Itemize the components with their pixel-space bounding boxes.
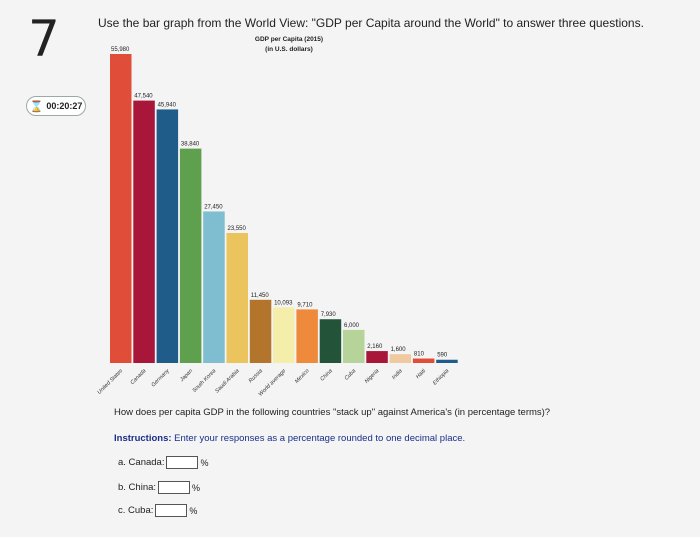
percent-unit: %: [192, 482, 201, 493]
instructions-text: Enter your responses as a percentage rou…: [174, 433, 466, 444]
question-number: 7: [28, 10, 60, 68]
category-label: China: [319, 368, 333, 382]
sub-question: How does per capita GDP in the following…: [114, 407, 551, 418]
category-label: Ethiopia: [432, 368, 450, 386]
instructions: Instructions: Enter your responses as a …: [114, 433, 465, 444]
bar-united-states: [110, 54, 132, 363]
hourglass-icon: ⌛: [29, 100, 44, 113]
timer-value: 00:20:27: [46, 101, 83, 111]
bar-canada: [133, 100, 155, 364]
value-label: 1,600: [391, 347, 407, 353]
chart-title: GDP per Capita (2015): [255, 36, 323, 43]
chart-subtitle: (in U.S. dollars): [265, 46, 313, 53]
value-label: 590: [437, 353, 448, 359]
bar-saudi-arabia: [226, 233, 248, 363]
answer-label: c. Cuba:: [118, 505, 154, 516]
value-label: 9,710: [297, 302, 313, 308]
value-label: 47,540: [134, 94, 153, 100]
category-label: Germany: [151, 367, 172, 388]
value-label: 23,550: [228, 226, 247, 232]
percent-unit: %: [189, 505, 198, 516]
question-text: Use the bar graph from the World View: "…: [98, 16, 644, 30]
timer: ⌛ 00:20:27: [26, 96, 86, 116]
bar-india: [389, 354, 412, 363]
china-input[interactable]: [158, 481, 191, 494]
bar-germany: [156, 109, 179, 364]
bar-ethiopia: [436, 359, 458, 363]
category-label: Haiti: [415, 368, 428, 381]
category-label: United States: [97, 368, 125, 396]
bar-china: [319, 319, 342, 363]
value-label: 6,000: [344, 323, 360, 329]
bar-haiti: [412, 358, 435, 363]
percent-unit: %: [200, 457, 209, 468]
value-label: 810: [414, 352, 425, 358]
answer-label: a. Canada:: [118, 457, 165, 468]
bar-nigeria: [366, 351, 388, 363]
bar-south-korea: [203, 211, 225, 363]
bar-world-average: [273, 307, 295, 363]
value-label: 55,980: [111, 47, 130, 53]
bar-russia: [249, 299, 272, 363]
bar-cuba: [343, 329, 365, 363]
value-label: 45,940: [158, 102, 177, 108]
bar-mexico: [296, 309, 318, 363]
bar-japan: [179, 148, 202, 363]
instructions-label: Instructions:: [114, 433, 172, 444]
category-label: Saudi Arabia: [214, 368, 240, 394]
canada-input[interactable]: [166, 456, 199, 469]
answer-china: b. China: %: [118, 481, 200, 494]
answer-cuba: c. Cuba: %: [118, 504, 197, 517]
value-label: 11,450: [251, 293, 270, 299]
category-label: Mexico: [294, 368, 311, 385]
category-label: Canada: [130, 368, 148, 386]
category-label: Nigeria: [364, 368, 381, 385]
category-label: India: [391, 368, 404, 381]
value-label: 7,930: [321, 312, 337, 318]
value-label: 10,093: [274, 300, 293, 306]
value-label: 2,160: [367, 344, 383, 350]
category-label: Cuba: [344, 368, 358, 382]
category-label: Russia: [248, 368, 264, 384]
answer-canada: a. Canada: %: [118, 456, 209, 469]
value-label: 38,840: [181, 142, 200, 148]
cuba-input[interactable]: [155, 504, 188, 517]
category-label: Japan: [179, 368, 195, 384]
value-label: 27,450: [204, 204, 223, 210]
answer-label: b. China:: [118, 482, 157, 493]
